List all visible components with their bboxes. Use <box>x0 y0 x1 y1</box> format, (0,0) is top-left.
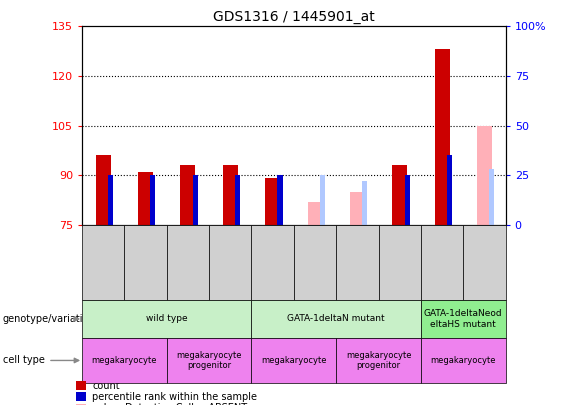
Bar <box>336 225 379 300</box>
Bar <box>463 225 506 300</box>
Bar <box>277 175 282 225</box>
Text: megakaryocyte
progenitor: megakaryocyte progenitor <box>176 351 242 370</box>
Text: cell type: cell type <box>3 356 45 365</box>
Bar <box>362 181 367 225</box>
Text: megakaryocyte: megakaryocyte <box>92 356 157 365</box>
Bar <box>124 225 167 300</box>
Bar <box>76 404 86 405</box>
Bar <box>108 175 113 225</box>
Text: count: count <box>92 381 120 390</box>
Bar <box>294 225 336 300</box>
Bar <box>421 338 506 383</box>
Bar <box>350 192 365 225</box>
Bar <box>223 165 238 225</box>
Text: GATA-1deltaNeod
eltaHS mutant: GATA-1deltaNeod eltaHS mutant <box>424 309 503 328</box>
Text: megakaryocyte: megakaryocyte <box>431 356 496 365</box>
Title: GDS1316 / 1445901_at: GDS1316 / 1445901_at <box>213 10 375 24</box>
Text: value, Detection Call = ABSENT: value, Detection Call = ABSENT <box>92 403 247 405</box>
Bar <box>95 156 111 225</box>
Bar <box>76 381 86 390</box>
Bar <box>82 225 124 300</box>
Bar <box>477 126 492 225</box>
Bar <box>447 156 452 225</box>
Bar <box>379 225 421 300</box>
Bar <box>405 175 410 225</box>
Text: megakaryocyte: megakaryocyte <box>261 356 327 365</box>
Bar <box>265 179 280 225</box>
Text: genotype/variation: genotype/variation <box>3 314 95 324</box>
Bar <box>434 49 450 225</box>
Bar <box>489 169 494 225</box>
Bar <box>180 165 195 225</box>
Bar <box>235 175 240 225</box>
Text: percentile rank within the sample: percentile rank within the sample <box>92 392 257 402</box>
Bar <box>320 175 325 225</box>
Bar <box>82 338 167 383</box>
Bar <box>251 338 336 383</box>
Bar <box>209 225 251 300</box>
Bar <box>251 300 421 338</box>
Bar <box>307 202 323 225</box>
Bar <box>193 175 198 225</box>
Bar <box>138 172 153 225</box>
Bar <box>421 225 463 300</box>
Bar <box>76 392 86 401</box>
Bar <box>167 338 251 383</box>
Bar <box>336 338 421 383</box>
Bar <box>82 300 251 338</box>
Bar <box>251 225 294 300</box>
Bar <box>421 300 506 338</box>
Bar <box>150 175 155 225</box>
Bar <box>167 225 209 300</box>
Text: wild type: wild type <box>146 314 188 324</box>
Bar <box>392 165 407 225</box>
Text: GATA-1deltaN mutant: GATA-1deltaN mutant <box>288 314 385 324</box>
Text: megakaryocyte
progenitor: megakaryocyte progenitor <box>346 351 411 370</box>
